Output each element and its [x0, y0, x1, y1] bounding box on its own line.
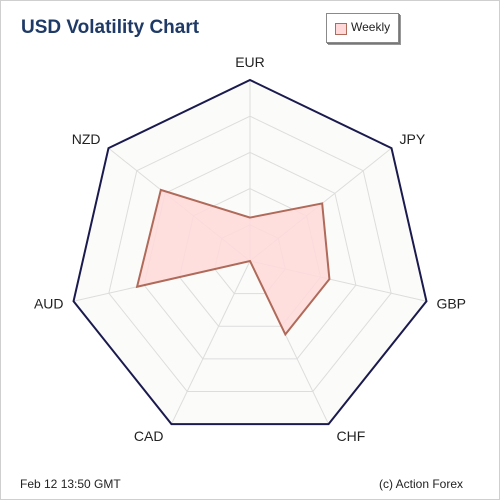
legend-swatch-weekly — [335, 23, 347, 35]
axis-label-cad: CAD — [134, 428, 164, 444]
axis-label-chf: CHF — [337, 428, 366, 444]
timestamp: Feb 12 13:50 GMT — [20, 477, 121, 491]
axis-label-nzd: NZD — [72, 131, 101, 147]
legend-label-weekly: Weekly — [351, 20, 391, 34]
grid-spoke-cad — [171, 260, 251, 425]
chart-legend: Weekly — [326, 13, 399, 43]
credit: (c) Action Forex — [379, 477, 464, 491]
axis-label-eur: EUR — [235, 54, 265, 70]
axis-label-jpy: JPY — [400, 131, 426, 147]
radar-outer-frame — [72, 78, 428, 426]
chart-title: USD Volatility Chart — [21, 17, 200, 38]
axis-label-gbp: GBP — [436, 295, 466, 311]
series-weekly-area — [135, 188, 331, 337]
grid-ring — [108, 115, 392, 392]
axis-label-aud: AUD — [34, 295, 64, 311]
